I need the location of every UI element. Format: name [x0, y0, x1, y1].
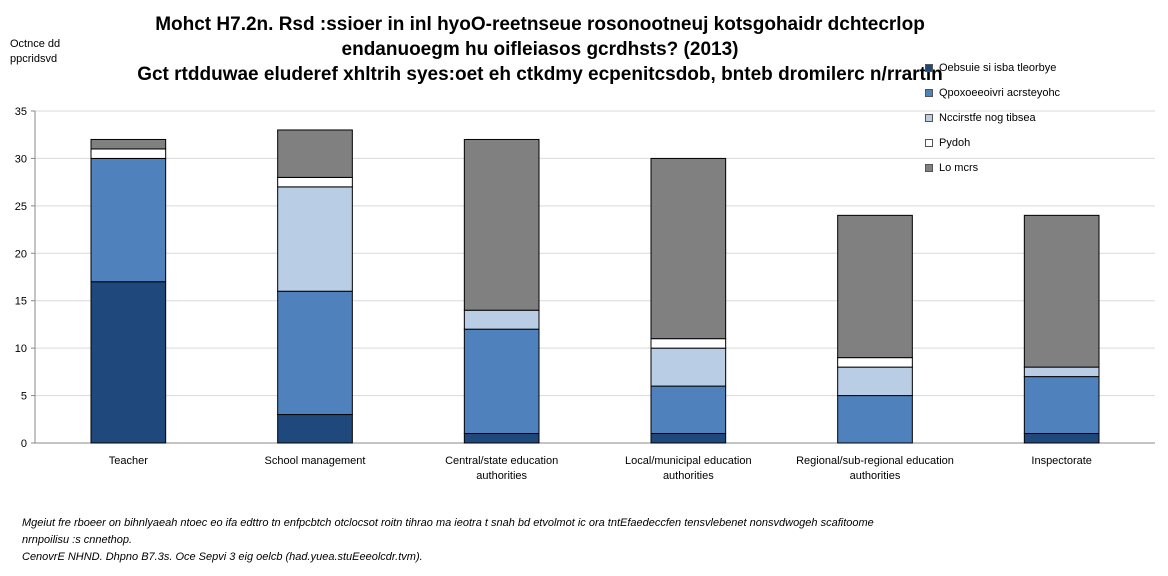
bar-segment — [1023, 214, 1100, 368]
bar-segment — [277, 414, 353, 444]
chart-title-line-3: Gct rtdduwae eluderef xhltrih syes:oet e… — [137, 64, 943, 85]
bar-segment — [1023, 366, 1100, 378]
bar-segment — [837, 357, 913, 368]
bar-segment — [1023, 433, 1100, 444]
bar-segment — [650, 433, 727, 444]
legend-label: Lo mcrs — [939, 161, 979, 174]
bar-segment — [650, 385, 727, 435]
bar-segment — [650, 338, 727, 349]
legend-label: Pydoh — [939, 136, 971, 149]
bar-segment — [90, 157, 167, 283]
x-tick-label: School management — [265, 455, 366, 467]
y-tick-label: 10 — [15, 343, 27, 355]
source-line: CenovrE NHND. Dhpno B7.3s. Oce Sepvi 3 e… — [22, 551, 423, 563]
x-tick-label: Regional/sub-regional education — [796, 455, 954, 467]
x-tick-label: Local/municipal education — [625, 455, 752, 467]
bar-segment — [650, 347, 727, 387]
legend-swatch — [925, 88, 933, 97]
legend-label: Oebsuie si isba tleorbye — [939, 61, 1057, 74]
x-tick-label: Teacher — [109, 455, 148, 467]
bar-segment — [277, 129, 353, 178]
legend-item: Pydoh — [925, 130, 1060, 155]
legend-swatch — [925, 163, 933, 172]
legend-item: Nccirstfe nog tibsea — [925, 105, 1060, 130]
bar-segment — [463, 309, 540, 330]
x-tick-label: Inspectorate — [1031, 455, 1092, 467]
y-tick-label: 5 — [21, 391, 27, 403]
y-tick-label: 30 — [15, 153, 27, 165]
y-tick-label: 25 — [15, 201, 27, 213]
y-tick-label: 0 — [21, 438, 27, 450]
y-tick-label: 35 — [15, 106, 27, 118]
bar-segment — [837, 214, 913, 359]
bar-segment — [837, 395, 913, 444]
note-line-1: Mgeiut fre rboeer on bihnlyaeah ntoec eo… — [22, 517, 874, 529]
x-tick-label: authorities — [663, 470, 714, 482]
x-tick-label: authorities — [476, 470, 527, 482]
bar-segment — [277, 176, 353, 188]
bar-segment — [837, 366, 913, 397]
bar-segment — [463, 328, 540, 435]
bar-segment — [1023, 376, 1100, 435]
chart-title-line-1: Mohct H7.2n. Rsd :ssioer in inl hyoO-ree… — [155, 14, 925, 35]
x-tick-label: authorities — [850, 470, 901, 482]
chart-title-line-2: endanuoegm hu oifleiasos gcrdhsts? (2013… — [341, 39, 739, 60]
legend-swatch — [925, 113, 933, 122]
bar-segment — [277, 290, 353, 416]
y-axis-label-line-1: Octnce dd — [10, 38, 61, 50]
legend-label: Nccirstfe nog tibsea — [939, 111, 1036, 124]
bar-segment — [463, 138, 540, 311]
legend-item: Oebsuie si isba tleorbye — [925, 55, 1060, 80]
legend-swatch — [925, 138, 933, 147]
chart-title: Mohct H7.2n. Rsd :ssioer in inl hyoO-ree… — [40, 12, 1040, 87]
bar-segment — [90, 281, 167, 444]
note-line-2: nrnpoilisu :s cnnethop. — [22, 534, 133, 546]
y-axis-label-line-2: ppcridsvd — [10, 53, 58, 65]
bar-segment — [650, 157, 727, 340]
y-tick-label: 15 — [15, 296, 27, 308]
legend-label: Qpoxoeeoivri acrsteyohc — [939, 86, 1061, 99]
chart-notes: Mgeiut fre rboeer on bihnlyaeah ntoec eo… — [22, 515, 1142, 566]
bar-segment — [90, 138, 167, 150]
legend-item: Lo mcrs — [925, 155, 1060, 180]
legend: Oebsuie si isba tleorbye Qpoxoeeoivri ac… — [925, 55, 1060, 180]
bar-segment — [277, 186, 353, 292]
bar-segment — [463, 433, 540, 444]
bar-segment — [90, 148, 167, 159]
y-tick-label: 20 — [15, 248, 27, 260]
y-axis-label: Octnce dd ppcridsvd — [10, 37, 120, 67]
x-tick-label: Central/state education — [445, 455, 558, 467]
legend-item: Qpoxoeeoivri acrsteyohc — [925, 80, 1060, 105]
legend-swatch — [925, 63, 933, 72]
